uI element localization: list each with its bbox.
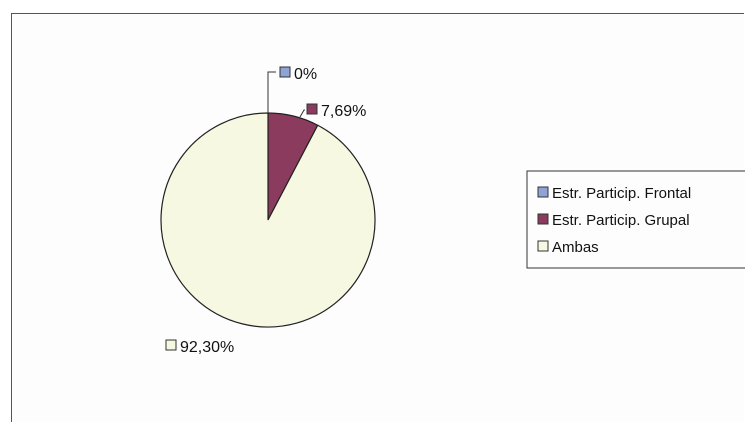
data-label-estr-particip-grupal: 7,69% — [321, 103, 366, 120]
leader-line-estr-particip-frontal — [267, 71, 276, 113]
legend-swatch-estr-particip-grupal — [537, 213, 549, 225]
legend-swatch-ambas — [537, 240, 549, 252]
data-label-swatch-ambas — [165, 339, 177, 351]
legend-entry-ambas: Ambas — [552, 239, 599, 256]
data-label-ambas: 92,30% — [180, 339, 234, 356]
legend-swatch-estr-particip-frontal — [537, 186, 549, 198]
legend-entry-estr-particip-frontal: Estr. Particip. Frontal — [552, 185, 691, 202]
leader-lines — [267, 71, 305, 118]
pie-slice-ambas — [160, 112, 376, 328]
pie-slices — [160, 112, 376, 328]
leader-line-estr-particip-grupal — [299, 109, 305, 118]
data-labels: 0% 7,69% 92,30% — [165, 66, 366, 356]
legend-entry-estr-particip-grupal: Estr. Particip. Grupal — [552, 212, 690, 229]
legend-box — [526, 170, 745, 269]
data-label-estr-particip-frontal: 0% — [294, 66, 317, 83]
data-label-swatch-estr-particip-frontal — [279, 66, 291, 78]
legend: Estr. Particip. Frontal Estr. Particip. G… — [526, 170, 745, 269]
data-label-swatch-estr-particip-grupal — [306, 103, 318, 115]
